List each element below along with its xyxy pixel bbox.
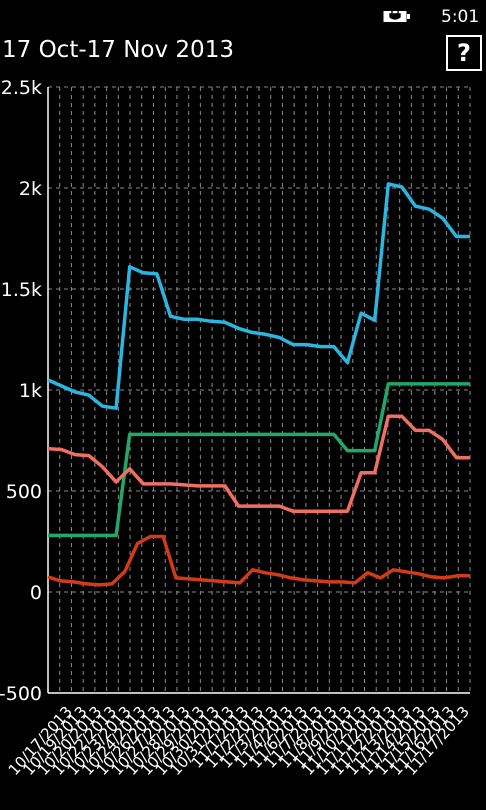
- series-line: [48, 382, 470, 538]
- help-button[interactable]: ?: [446, 35, 482, 71]
- y-tick-label: -500: [0, 683, 42, 705]
- battery-charging-icon: [383, 9, 410, 22]
- y-tick-label: 500: [6, 481, 42, 503]
- y-tick-label: 2k: [19, 178, 42, 200]
- status-bar: 5:01: [0, 0, 486, 32]
- y-tick-label: 1k: [19, 380, 42, 402]
- series-line: [47, 182, 470, 410]
- page-title: 17 Oct-17 Nov 2013: [2, 37, 234, 63]
- y-tick-label: 1.5k: [1, 279, 42, 301]
- y-tick-label: 0: [30, 582, 42, 604]
- y-tick-label: 2.5k: [1, 77, 42, 99]
- series-line: [47, 534, 470, 587]
- clock: 5:01: [441, 7, 480, 27]
- series-line: [47, 414, 470, 513]
